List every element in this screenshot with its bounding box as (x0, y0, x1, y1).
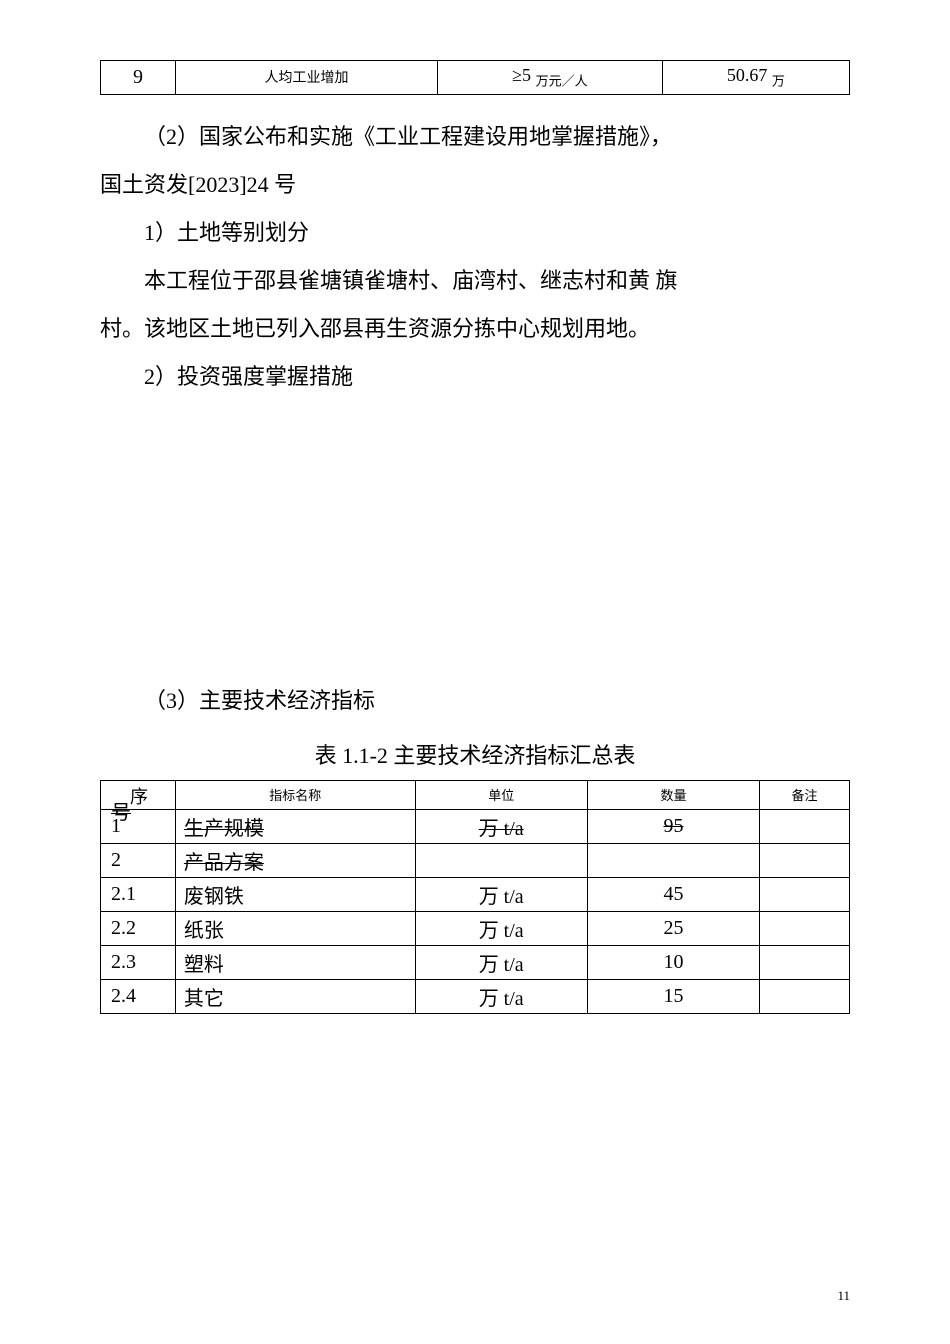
table-row: 2.1 废钢铁 万 t/a 45 (101, 877, 850, 911)
paragraph-section-2: 2）投资强度掌握措施 (100, 355, 850, 399)
paragraph-land-use: 村。该地区土地已列入邵县再生资源分拣中心规划用地。 (100, 307, 850, 351)
table-header-qty: 数量 (587, 780, 759, 809)
table-header-note: 备注 (760, 780, 850, 809)
top-summary-table: 9 人均工业增加 ≥5 万元／人 50.67 万 (100, 60, 850, 95)
top-table-label: 人均工业增加 (175, 61, 437, 95)
table-row: 2.3 塑料 万 t/a 10 (101, 945, 850, 979)
paragraph-location: 本工程位于邵县雀塘镇雀塘村、庙湾村、继志村和黄 旗 (100, 259, 850, 303)
paragraph-section-3: （3）主要技术经济指标 (100, 679, 850, 723)
table-header-unit: 单位 (415, 780, 587, 809)
paragraph-2-heading: （2）国家公布和实施《工业工程建设用地掌握措施》， (100, 115, 850, 159)
top-table-num: 9 (101, 61, 176, 95)
paragraph-doc-ref: 国土资发[2023]24 号 (100, 163, 850, 207)
page-number: 11 (837, 1288, 850, 1304)
top-table-value: 50.67 万 (662, 61, 849, 95)
table-row: 2.4 其它 万 t/a 15 (101, 979, 850, 1013)
table-row: 号 1 生产规模 万 t/a 95 (101, 809, 850, 843)
table-caption: 表 1.1-2 主要技术经济指标汇总表 (100, 738, 850, 770)
table-row: 2.2 纸张 万 t/a 25 (101, 911, 850, 945)
top-table-criteria: ≥5 万元／人 (438, 61, 663, 95)
economic-indicators-table: 序 指标名称 单位 数量 备注 号 1 生产规模 万 t/a 95 2 产品方案… (100, 780, 850, 1014)
paragraph-section-1: 1）土地等别划分 (100, 211, 850, 255)
table-row: 2 产品方案 (101, 843, 850, 877)
table-header-name: 指标名称 (175, 780, 415, 809)
